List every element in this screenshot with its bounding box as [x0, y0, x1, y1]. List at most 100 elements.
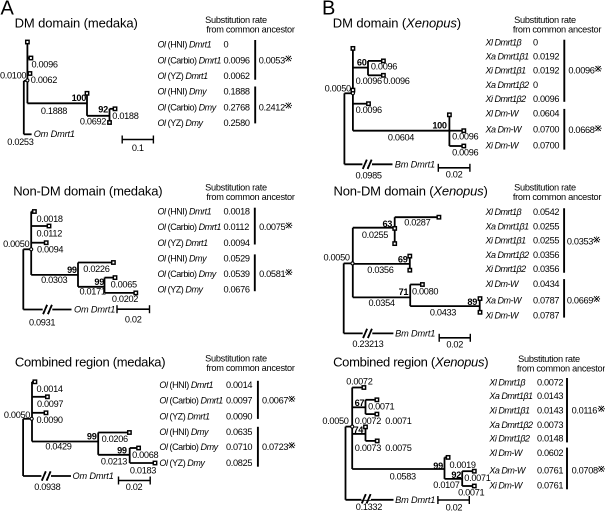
svg-text:Ol (HNI) Dmrt1: Ol (HNI) Dmrt1: [159, 380, 213, 390]
svg-text:0.0761: 0.0761: [537, 465, 563, 475]
svg-text:0.0053: 0.0053: [259, 55, 285, 65]
svg-text:0.0253: 0.0253: [7, 137, 33, 147]
svg-text:Ol (Carbio) Dmy: Ol (Carbio) Dmy: [158, 269, 217, 279]
svg-text:Ol (YZ) Dmy: Ol (YZ) Dmy: [158, 118, 204, 128]
svg-text:100: 100: [432, 120, 447, 130]
svg-text:0.0303: 0.0303: [41, 275, 67, 285]
svg-text:0.0676: 0.0676: [224, 285, 250, 295]
svg-text:0.0985: 0.0985: [356, 170, 382, 180]
svg-text:Xi Dmrt1β1: Xi Dmrt1β1: [488, 406, 530, 416]
svg-text:Om Dmrt1: Om Dmrt1: [73, 471, 114, 481]
svg-text:0.0143: 0.0143: [537, 391, 563, 401]
svg-text:0.0062: 0.0062: [224, 71, 250, 81]
svg-text:0.0062: 0.0062: [31, 75, 57, 85]
svg-text:60: 60: [357, 57, 367, 67]
svg-text:0.0071: 0.0071: [385, 416, 411, 426]
svg-text:Xi Dm-W: Xi Dm-W: [488, 481, 523, 491]
svg-text:Ol (YZ) Dmy: Ol (YZ) Dmy: [159, 458, 205, 468]
svg-text:Xi Dm-W: Xi Dm-W: [485, 310, 520, 320]
svg-text:Xl Dm-W: Xl Dm-W: [485, 108, 520, 118]
svg-text:0.0356: 0.0356: [533, 264, 559, 274]
svg-text:0.0604: 0.0604: [388, 132, 414, 142]
svg-text:0.0071: 0.0071: [464, 473, 490, 483]
svg-text:Substitution rate: Substitution rate: [205, 15, 267, 25]
svg-text:0.0096: 0.0096: [452, 147, 478, 157]
svg-text:0.0825: 0.0825: [226, 458, 252, 468]
svg-text:Substitution rate: Substitution rate: [514, 182, 576, 192]
svg-text:0.0583: 0.0583: [390, 471, 416, 481]
svg-text:0.0429: 0.0429: [45, 442, 71, 452]
svg-text:Ol (HNI) Dmy: Ol (HNI) Dmy: [158, 253, 208, 263]
svg-text:0.0096: 0.0096: [383, 76, 409, 86]
svg-text:0.02: 0.02: [446, 339, 463, 349]
svg-text:0.0014: 0.0014: [37, 384, 63, 394]
svg-text:0.0112: 0.0112: [224, 222, 250, 232]
svg-text:0.0112: 0.0112: [37, 228, 63, 238]
svg-text:DM domain (medaka): DM domain (medaka): [15, 15, 138, 30]
svg-text:0.0255: 0.0255: [362, 230, 388, 240]
svg-text:from common ancestor: from common ancestor: [513, 24, 602, 34]
svg-text:71: 71: [399, 287, 409, 297]
svg-text:0.0356: 0.0356: [533, 250, 559, 260]
svg-text:0.0192: 0.0192: [533, 66, 559, 76]
svg-text:0.0602: 0.0602: [537, 448, 563, 458]
svg-text:0.0938: 0.0938: [34, 482, 60, 492]
svg-text:0.0287: 0.0287: [404, 218, 430, 228]
svg-text:Ol (YZ) Dmrt1: Ol (YZ) Dmrt1: [158, 238, 209, 248]
svg-text:0.0094: 0.0094: [37, 244, 63, 254]
svg-text:Xa Dmrt1β1: Xa Dmrt1β1: [488, 391, 533, 401]
svg-text:0.0050: 0.0050: [322, 416, 348, 426]
svg-text:Xi Dmrt1β1: Xi Dmrt1β1: [485, 66, 527, 76]
svg-text:Xl Dm-W: Xl Dm-W: [488, 448, 523, 458]
svg-text:Non-DM domain (medaka): Non-DM domain (medaka): [13, 183, 162, 198]
svg-text:Xl Dmrt1β: Xl Dmrt1β: [488, 377, 525, 387]
svg-text:0: 0: [533, 80, 538, 90]
svg-text:A: A: [1, 0, 15, 19]
svg-text:Xi Dmrt1β1: Xi Dmrt1β1: [485, 236, 527, 246]
svg-text:0.0148: 0.0148: [537, 434, 563, 444]
svg-text:0.23213: 0.23213: [352, 339, 383, 349]
svg-text:0.0097: 0.0097: [226, 396, 252, 406]
svg-text:Xa Dm-W: Xa Dm-W: [485, 295, 524, 305]
svg-text:Xa Dmrt1β1: Xa Dmrt1β1: [485, 221, 530, 231]
svg-text:0.0188: 0.0188: [112, 111, 138, 121]
svg-text:Ol (Carbio) Dmrt1: Ol (Carbio) Dmrt1: [159, 396, 223, 406]
svg-text:Xi Dmrt1β2: Xi Dmrt1β2: [485, 94, 527, 104]
svg-text:0.0065: 0.0065: [111, 279, 137, 289]
svg-text:67: 67: [355, 398, 365, 408]
svg-text:0.0073: 0.0073: [355, 443, 381, 453]
svg-text:69: 69: [398, 255, 408, 265]
svg-text:0: 0: [533, 37, 538, 47]
svg-text:0.0761: 0.0761: [537, 481, 563, 491]
svg-text:0.02: 0.02: [446, 503, 463, 512]
svg-text:92: 92: [451, 470, 461, 480]
svg-text:Substitution rate: Substitution rate: [514, 15, 576, 25]
svg-text:0.0075: 0.0075: [385, 443, 411, 453]
svg-text:0.0072: 0.0072: [537, 377, 563, 387]
svg-text:0.0090: 0.0090: [37, 415, 63, 425]
svg-text:0.0635: 0.0635: [226, 427, 252, 437]
svg-text:Ol (HNI) Dmrt1: Ol (HNI) Dmrt1: [158, 39, 212, 49]
svg-text:Xa Dm-W: Xa Dm-W: [485, 125, 524, 135]
svg-text:Xa Dmrt1β2: Xa Dmrt1β2: [485, 250, 530, 260]
svg-text:0.0096: 0.0096: [533, 94, 559, 104]
svg-text:from common ancestor: from common ancestor: [206, 192, 295, 202]
svg-text:Ol (HNI) Dmy: Ol (HNI) Dmy: [158, 86, 208, 96]
svg-text:0: 0: [224, 39, 229, 49]
svg-text:0.0206: 0.0206: [102, 434, 128, 444]
svg-text:0.0353: 0.0353: [567, 236, 593, 246]
svg-text:Xi Dmrt1β2: Xi Dmrt1β2: [488, 434, 530, 444]
svg-text:0.0116: 0.0116: [572, 406, 598, 416]
svg-text:Xl Dm-W: Xl Dm-W: [485, 279, 520, 289]
svg-text:from common ancestor: from common ancestor: [206, 363, 295, 373]
svg-text:Substitution rate: Substitution rate: [205, 182, 267, 192]
svg-text:99: 99: [87, 431, 97, 441]
svg-text:Xa Dmrt1β2: Xa Dmrt1β2: [488, 420, 533, 430]
svg-text:from common ancestor: from common ancestor: [517, 363, 605, 373]
svg-text:0.0097: 0.0097: [37, 399, 63, 409]
svg-text:0.0018: 0.0018: [37, 214, 63, 224]
svg-text:0.0143: 0.0143: [537, 406, 563, 416]
svg-text:Xl Dmrt1β: Xl Dmrt1β: [485, 207, 522, 217]
svg-text:Ol (HNI) Dmrt1: Ol (HNI) Dmrt1: [158, 207, 212, 217]
svg-text:0.0356: 0.0356: [367, 265, 393, 275]
